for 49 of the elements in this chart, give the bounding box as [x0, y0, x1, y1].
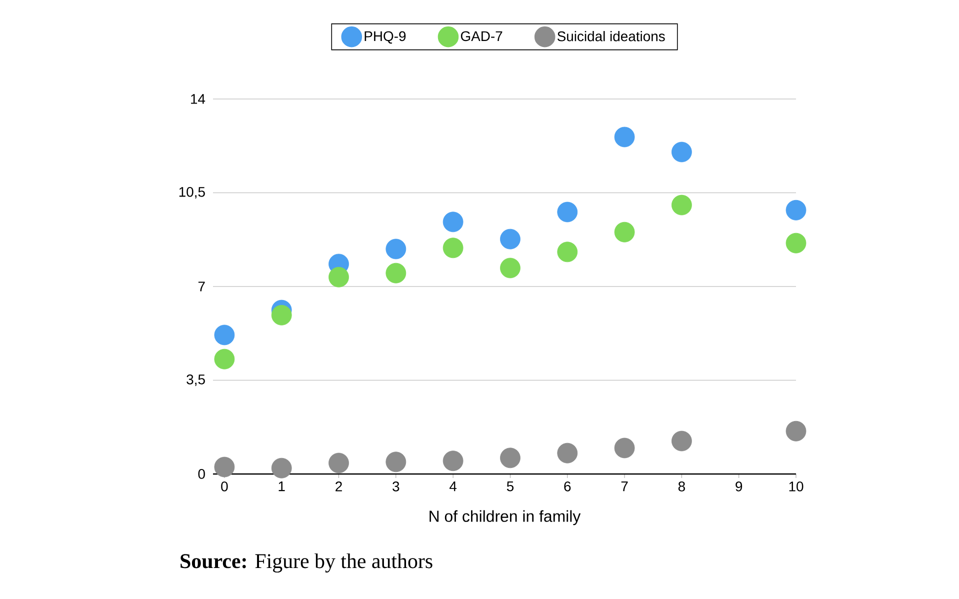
y-tick-label: 7 [198, 282, 205, 292]
y-tick-label: 0 [198, 469, 205, 479]
point [557, 242, 578, 262]
x-tick-label: 10 [789, 481, 804, 492]
x-tick-label: 7 [621, 482, 628, 492]
point [614, 126, 635, 148]
point [271, 304, 292, 326]
text: Source: Figure by the authors [180, 553, 432, 572]
x-tick-label: 0 [221, 481, 228, 492]
point [786, 200, 806, 220]
x-axis-title: N of children in family [430, 510, 581, 526]
y-tick-label: 3,5 [186, 374, 205, 386]
point [614, 438, 635, 458]
point [614, 222, 635, 242]
point [214, 348, 235, 370]
x-tick-label: 3 [392, 481, 400, 492]
x-tick-label: 8 [678, 481, 685, 492]
point [386, 238, 406, 260]
point [500, 258, 520, 278]
point [442, 238, 464, 258]
point [328, 452, 349, 474]
x-tick-label: 1 [278, 482, 285, 492]
y-tick-label: 10,5 [179, 186, 205, 198]
point [557, 442, 578, 464]
point [442, 212, 464, 232]
point [557, 202, 578, 222]
point [328, 266, 349, 288]
point [214, 456, 235, 478]
point [500, 448, 520, 468]
point [214, 324, 235, 346]
x-tick-label: 6 [564, 481, 571, 492]
y-tick-label: 14 [191, 94, 206, 104]
legend-label: PHQ-9 [364, 31, 406, 44]
point [386, 452, 406, 472]
point [386, 262, 406, 284]
x-tick-label: 9 [736, 481, 742, 492]
point [786, 232, 806, 254]
point [672, 430, 692, 452]
x-tick-label: 5 [506, 482, 514, 492]
point [786, 420, 806, 442]
legend-label: GAD-7 [460, 31, 502, 42]
point [672, 194, 692, 216]
legend-label: Suicidal ideations [557, 31, 665, 42]
x-tick-label: 2 [336, 481, 342, 492]
point [271, 458, 292, 478]
point [672, 142, 692, 162]
point [442, 450, 464, 472]
point [500, 228, 520, 250]
x-tick-label: 4 [450, 482, 457, 492]
